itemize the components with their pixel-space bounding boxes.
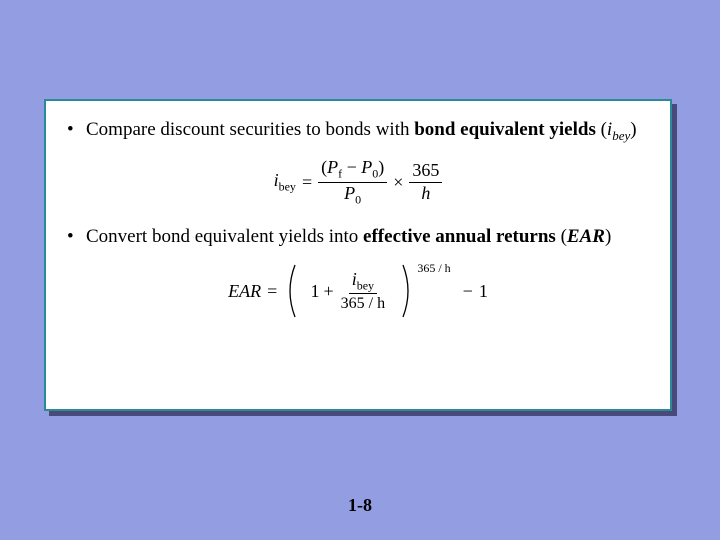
f2-lhs: EAR: [228, 281, 261, 302]
slide-number: 1-8: [0, 495, 720, 516]
f2-one2: 1: [479, 281, 488, 302]
content-box: • Compare discount securities to bonds w…: [44, 99, 672, 411]
bullet-2-close: ): [605, 226, 611, 247]
f2-exp: 365 / h: [417, 261, 450, 276]
formula-1: ibey = (Pf − P0) P0 × 365 h: [274, 158, 443, 207]
f2-one: 1: [311, 281, 320, 302]
f1-num-a: P: [327, 157, 338, 177]
bullet-text-1: Compare discount securities to bonds wit…: [86, 117, 652, 148]
bullet-1-pre: Compare discount securities to bonds wit…: [86, 119, 414, 140]
bullet-item: • Compare discount securities to bonds w…: [64, 117, 652, 148]
f1-den-sub: 0: [355, 192, 361, 206]
f1-num-b: P: [361, 157, 372, 177]
formula-2: EAR = 1 + ibey 365 / h: [228, 263, 488, 319]
f2-eq: =: [267, 281, 277, 302]
f1-num-close: ): [378, 157, 384, 177]
f2-inner-den: 365 / h: [338, 294, 388, 313]
bullet-1-sub: bey: [612, 128, 630, 143]
formula-2-row: EAR = 1 + ibey 365 / h: [64, 263, 652, 319]
bullet-2-bold: effective annual returns: [363, 226, 556, 247]
bullet-item: • Convert bond equivalent yields into ef…: [64, 224, 652, 249]
f2-minus: −: [463, 281, 473, 302]
bullet-2-var: EAR: [567, 226, 605, 247]
f1-frac-right: 365 h: [409, 161, 442, 204]
bullet-dot: •: [64, 117, 86, 142]
f1-minus: −: [342, 157, 361, 177]
f2-plus: +: [324, 281, 334, 302]
f1-times: ×: [393, 172, 403, 193]
f1-lhs-sub: bey: [279, 179, 296, 193]
formula-1-row: ibey = (Pf − P0) P0 × 365 h: [64, 158, 652, 207]
bullet-1-close: ): [630, 119, 636, 140]
bullet-2-pre: Convert bond equivalent yields into: [86, 226, 363, 247]
f1-frac-left: (Pf − P0) P0: [318, 158, 387, 207]
bullet-1-open: (: [596, 119, 607, 140]
bullet-text-2: Convert bond equivalent yields into effe…: [86, 224, 652, 249]
f2-paren-group: 1 + ibey 365 / h: [283, 263, 415, 319]
f1-den: P: [344, 183, 355, 203]
f2-inner-num-sub: bey: [357, 278, 374, 292]
f1-rnum: 365: [409, 161, 442, 183]
f1-eq: =: [302, 172, 312, 193]
f1-rden: h: [418, 183, 433, 204]
f2-inner-frac: ibey 365 / h: [338, 270, 388, 313]
bullet-dot: •: [64, 224, 86, 249]
bullet-2-open: (: [556, 226, 567, 247]
bullet-1-bold: bond equivalent yields: [414, 119, 596, 140]
